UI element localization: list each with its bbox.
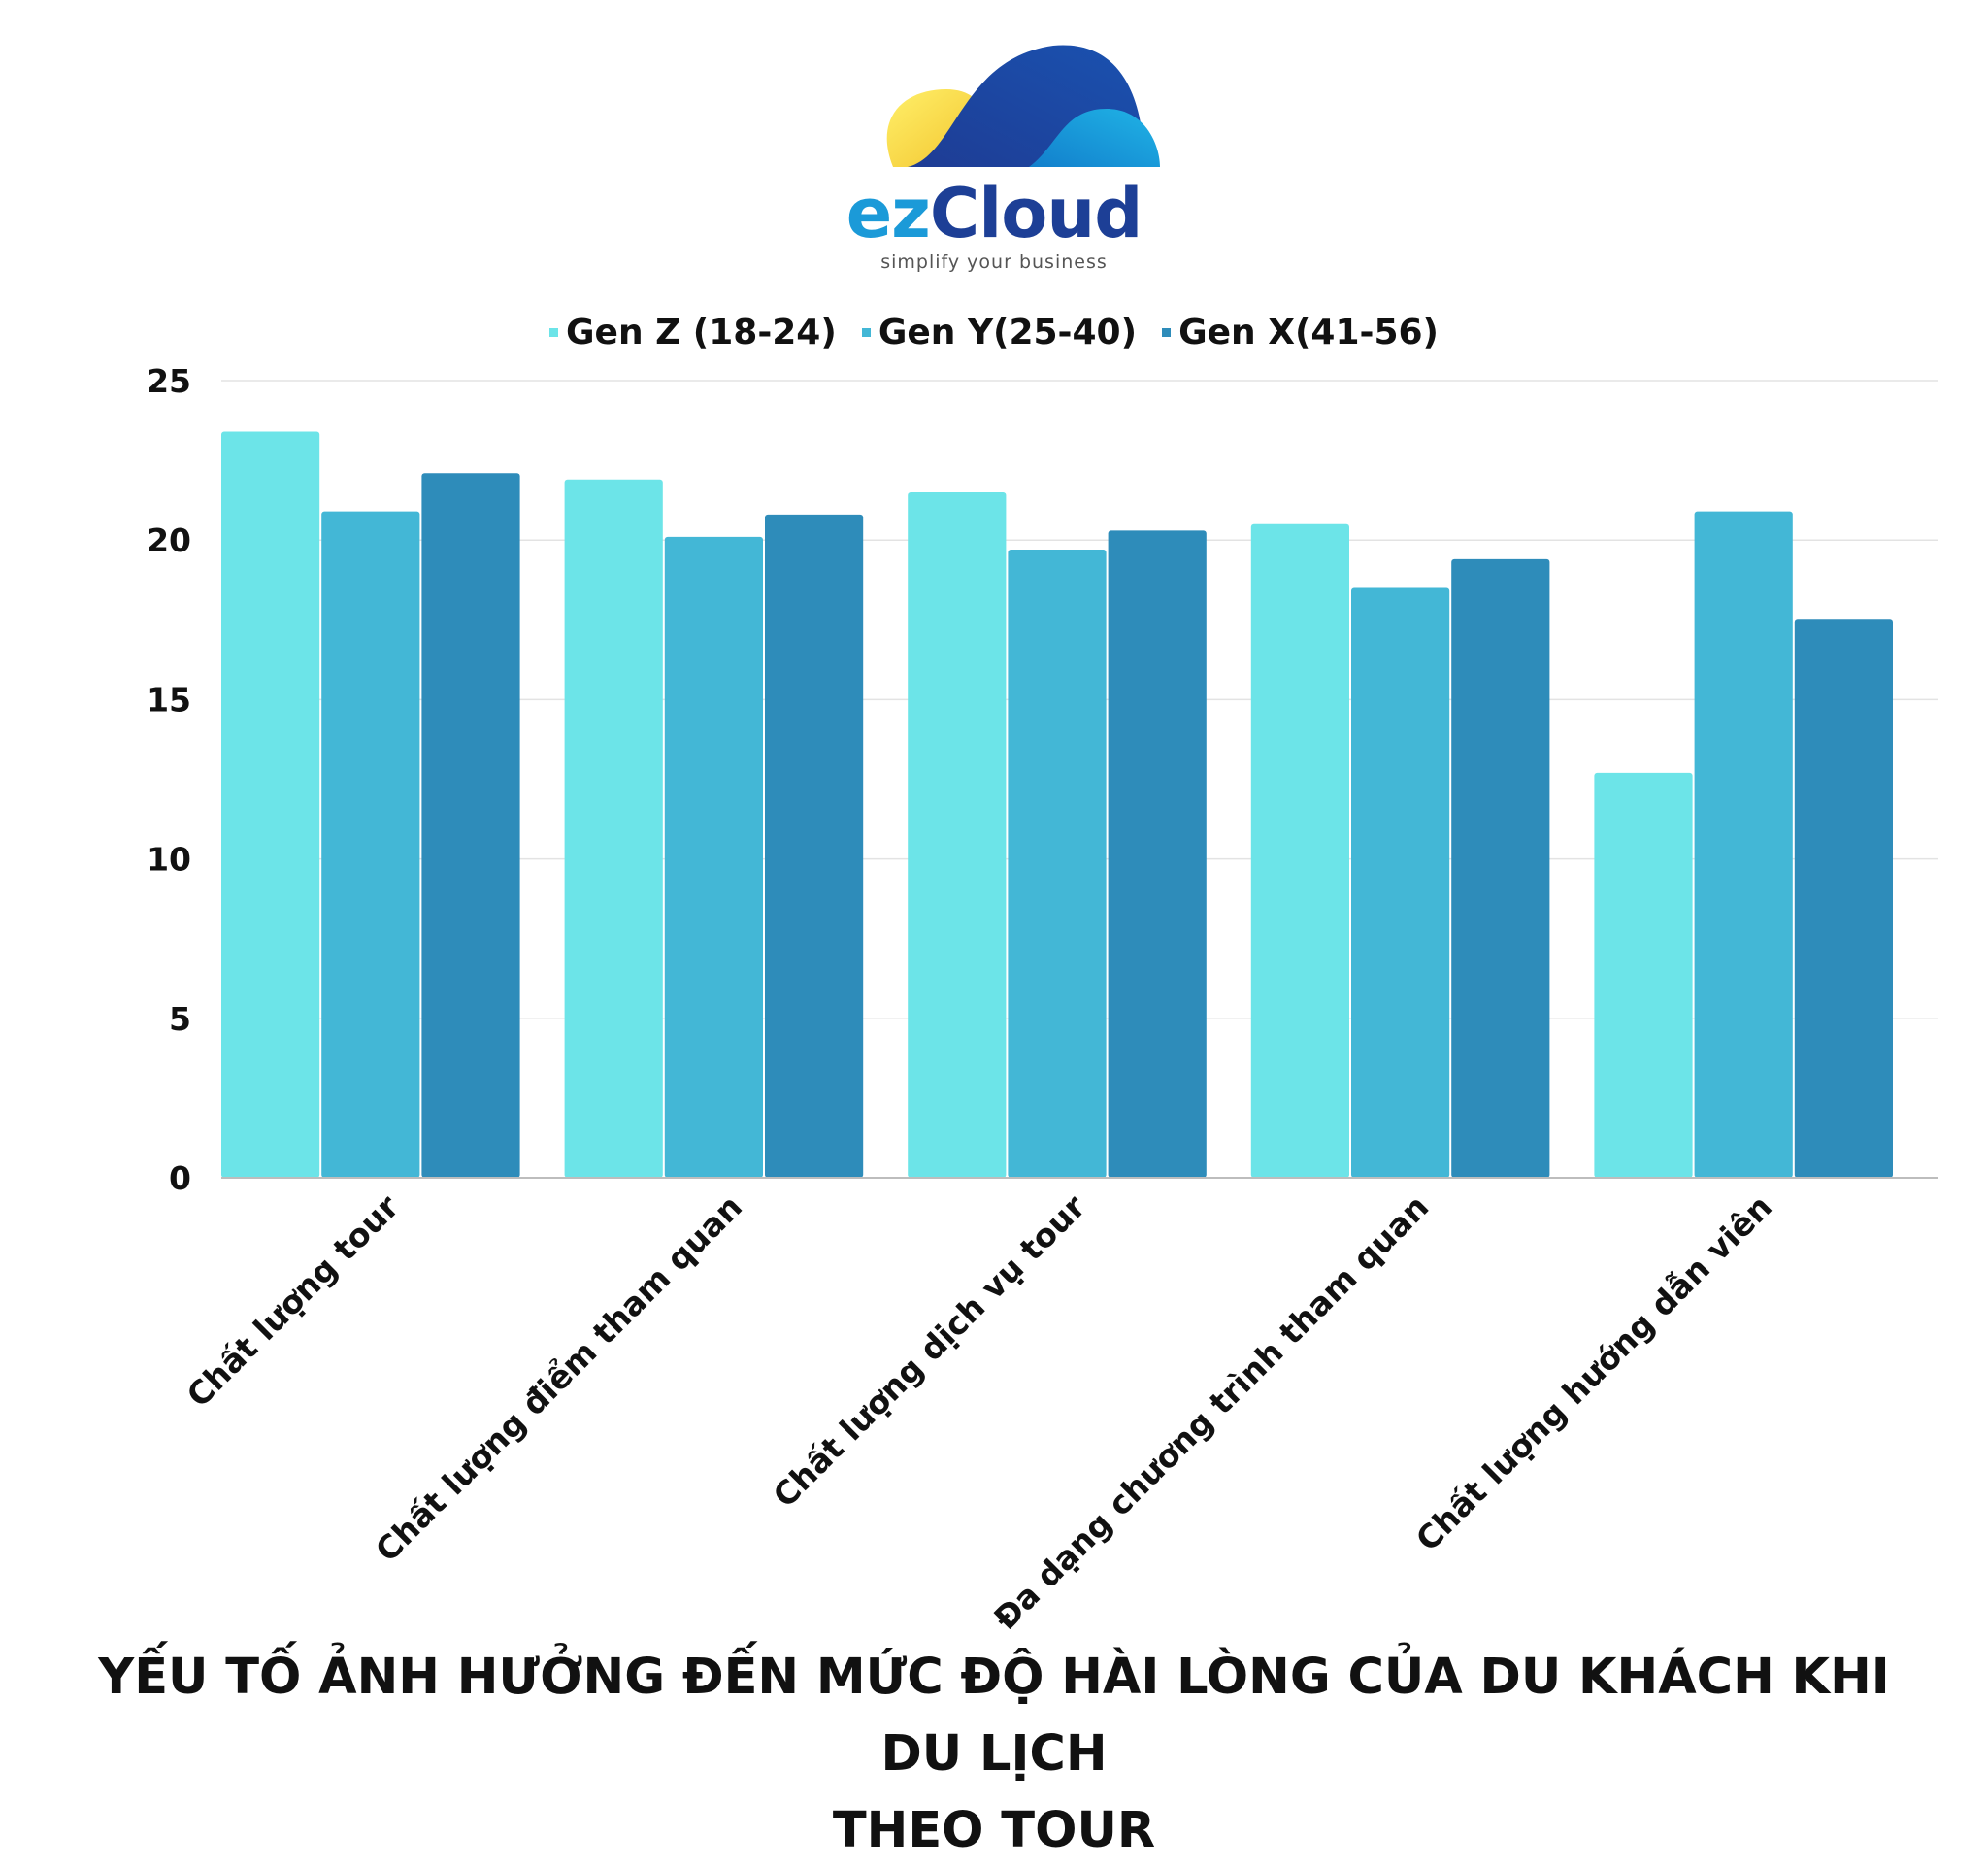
legend-item-gen-z: Gen Z (18-24) <box>549 313 837 352</box>
y-tick-label: 25 <box>147 362 191 400</box>
bar <box>1008 550 1107 1178</box>
chart-title: YẾU TỐ ẢNH HƯỞNG ĐẾN MỨC ĐỘ HÀI LÒNG CỦA… <box>58 1639 1930 1869</box>
bar <box>421 473 520 1179</box>
brand-name: ezCloud <box>0 180 1988 248</box>
brand-tagline: simplify your business <box>880 251 1108 273</box>
x-tick-label: Chất lượng dịch vụ tour <box>766 1187 1093 1515</box>
x-tick-label: Chất lượng điểm tham quan <box>367 1186 749 1569</box>
legend-label-gen-z: Gen Z (18-24) <box>566 313 837 352</box>
legend-swatch-gen-x <box>1162 328 1172 337</box>
bar <box>765 514 864 1178</box>
logo-cloud-small <box>1029 109 1160 167</box>
bar <box>664 536 763 1178</box>
bar <box>564 479 663 1179</box>
legend-label-gen-y: Gen Y(25-40) <box>878 313 1138 352</box>
brand-name-ez: ez <box>845 174 931 253</box>
x-tick-label: Chất lượng tour <box>180 1187 407 1415</box>
bar <box>1594 772 1693 1178</box>
bar <box>1108 530 1207 1178</box>
bar <box>1351 587 1450 1178</box>
legend-swatch-gen-y <box>861 328 871 337</box>
x-tick-label: Chất lượng hướng dẫn viên <box>1408 1187 1779 1558</box>
y-tick-label: 0 <box>169 1159 191 1197</box>
legend-item-gen-y: Gen Y(25-40) <box>861 313 1138 352</box>
y-tick-label: 15 <box>147 681 191 718</box>
bar <box>1694 511 1793 1178</box>
brand-name-cloud: Cloud <box>929 174 1143 253</box>
bar <box>221 431 320 1178</box>
bar <box>1794 619 1893 1178</box>
bar <box>1451 558 1550 1178</box>
chart-title-line-1: YẾU TỐ ẢNH HƯỞNG ĐẾN MỨC ĐỘ HÀI LÒNG CỦA… <box>98 1649 1890 1783</box>
bar <box>321 511 420 1178</box>
legend-item-gen-x: Gen X(41-56) <box>1162 313 1439 352</box>
ezcloud-logo <box>886 45 1160 167</box>
chart-legend: Gen Z (18-24) Gen Y(25-40) Gen X(41-56) <box>0 313 1988 352</box>
y-tick-label: 20 <box>147 521 191 559</box>
x-tick-label: Đa dạng chương trình tham quan <box>986 1187 1436 1637</box>
legend-label-gen-x: Gen X(41-56) <box>1178 313 1439 352</box>
legend-swatch-gen-z <box>549 328 558 337</box>
chart-title-line-2: THEO TOUR <box>832 1802 1156 1859</box>
y-tick-label: 10 <box>147 841 191 879</box>
y-tick-label: 5 <box>169 1000 191 1038</box>
bar <box>1250 523 1349 1178</box>
bar <box>908 491 1007 1178</box>
